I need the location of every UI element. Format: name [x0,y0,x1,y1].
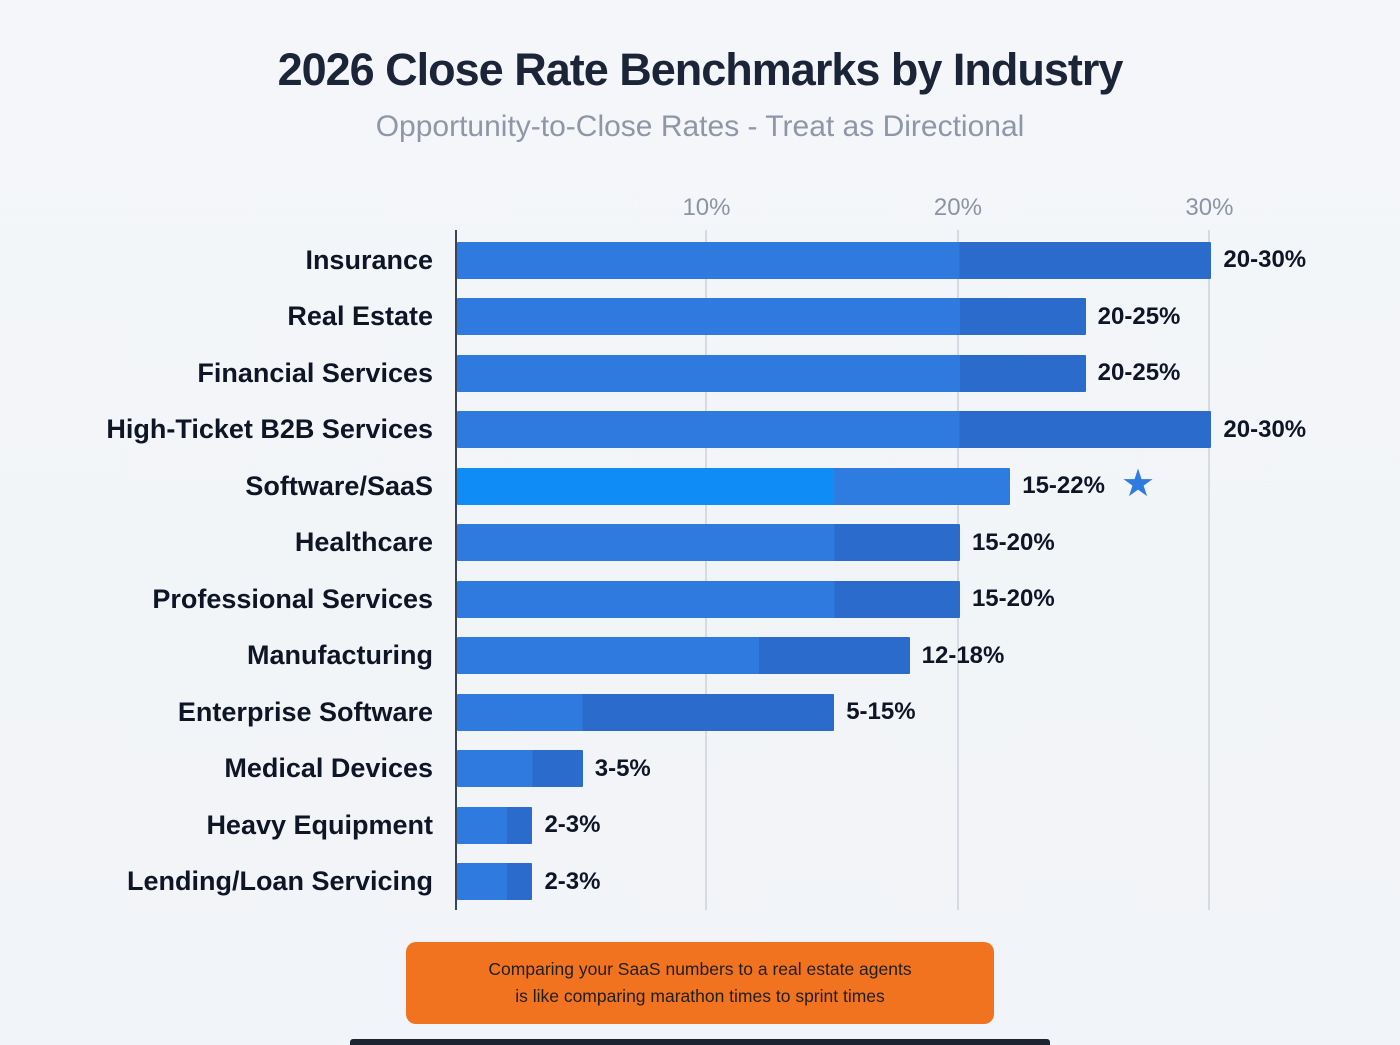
category-label: Financial Services [197,357,433,388]
range-bar [457,524,960,562]
bar-row: Medical Devices 3-5% [0,741,1400,798]
bar-area: 2-3% [455,854,1400,911]
bar-row: Financial Services 20-25% [0,345,1400,402]
bar-area: 15-22% ★ [455,458,1400,515]
category-label: Lending/Loan Servicing [126,866,433,897]
range-bar [457,863,533,901]
bar-row: Lending/Loan Servicing 2-3% [0,854,1400,911]
gridline [705,230,708,910]
callout-line-1: Comparing your SaaS numbers to a real es… [488,959,912,979]
callout-banner: Comparing your SaaS numbers to a real es… [406,942,994,1025]
bar-row: Enterprise Software 5-15% [0,684,1400,741]
axis-tick-label: 20% [933,194,982,221]
bar-area: 15-20% [455,515,1400,572]
category-label: Manufacturing [247,640,433,671]
category-label: Software/SaaS [245,470,433,501]
bar-value-label: 3-5% [594,754,651,782]
bar-value-label: 15-22% [1022,472,1105,500]
bar-value-label: 20-30% [1223,246,1307,274]
bottom-strip [350,1039,1050,1045]
bar-value-label: 20-30% [1223,415,1307,443]
range-bar [457,580,960,618]
category-label: Real Estate [287,301,433,332]
page-subtitle: Opportunity-to-Close Rates - Treat as Di… [375,110,1025,143]
range-bar [457,467,1011,505]
category-label: Insurance [305,244,433,275]
bar-value-label: 12-18% [921,641,1005,669]
category-label: Healthcare [294,527,433,558]
category-label: Medical Devices [224,753,433,784]
category-label: High-Ticket B2B Services [106,414,433,445]
range-bar [457,411,1212,449]
bar-value-label: 15-20% [971,528,1055,556]
range-bar [457,693,835,731]
category-label: Professional Services [152,583,433,614]
bar-area: 3-5% [455,741,1400,798]
bar-row: Software/SaaS 15-22% ★ [0,458,1400,515]
bar-row: Real Estate 20-25% [0,289,1400,346]
bar-value-label: 5-15% [846,698,916,726]
category-label: Enterprise Software [177,696,433,727]
bar-row: Healthcare 15-20% [0,515,1400,572]
bar-area: 15-20% [455,571,1400,628]
star-icon: ★ [1120,463,1156,506]
bar-row: Insurance 20-30% [0,232,1400,289]
bar-area: 5-15% [455,684,1400,741]
rows: Insurance 20-30% Real Estate 20-25% Financia… [0,232,1400,910]
y-axis-line [455,230,457,910]
range-bar [457,354,1086,392]
gridline [1208,230,1211,910]
bar-area: 20-25% [455,289,1400,346]
bar-row: Heavy Equipment 2-3% [0,797,1400,854]
bar-value-label: 2-3% [544,867,601,895]
gridline [956,230,959,910]
bar-row: High-Ticket B2B Services 20-30% [0,402,1400,459]
bar-value-label: 20-25% [1097,302,1181,330]
range-bar [457,241,1212,279]
bar-value-label: 15-20% [971,585,1055,613]
page-title: 2026 Close Rate Benchmarks by Industry [277,44,1124,95]
bar-area: 20-30% [455,232,1400,289]
bar-row: Manufacturing 12-18% [0,628,1400,685]
callout-line-2: is like comparing marathon times to spri… [515,986,885,1007]
range-bar [457,806,533,844]
bar-area: 12-18% [455,628,1400,685]
bar-area: 2-3% [455,797,1400,854]
category-label: Heavy Equipment [206,809,433,840]
bar-area: 20-30% [455,402,1400,459]
bar-area: 20-25% [455,345,1400,402]
bar-value-label: 20-25% [1097,359,1181,387]
axis-tick-label: 30% [1185,194,1234,221]
close-rate-bar-chart: 10% 20% 30% Insurance 20-30% Real Estate 20-2… [0,192,1400,912]
bar-value-label: 2-3% [544,811,601,839]
axis-tick-label: 10% [682,194,731,221]
range-bar [457,637,910,675]
range-bar [457,298,1086,336]
range-bar [457,750,583,788]
bar-row: Professional Services 15-20% [0,571,1400,628]
